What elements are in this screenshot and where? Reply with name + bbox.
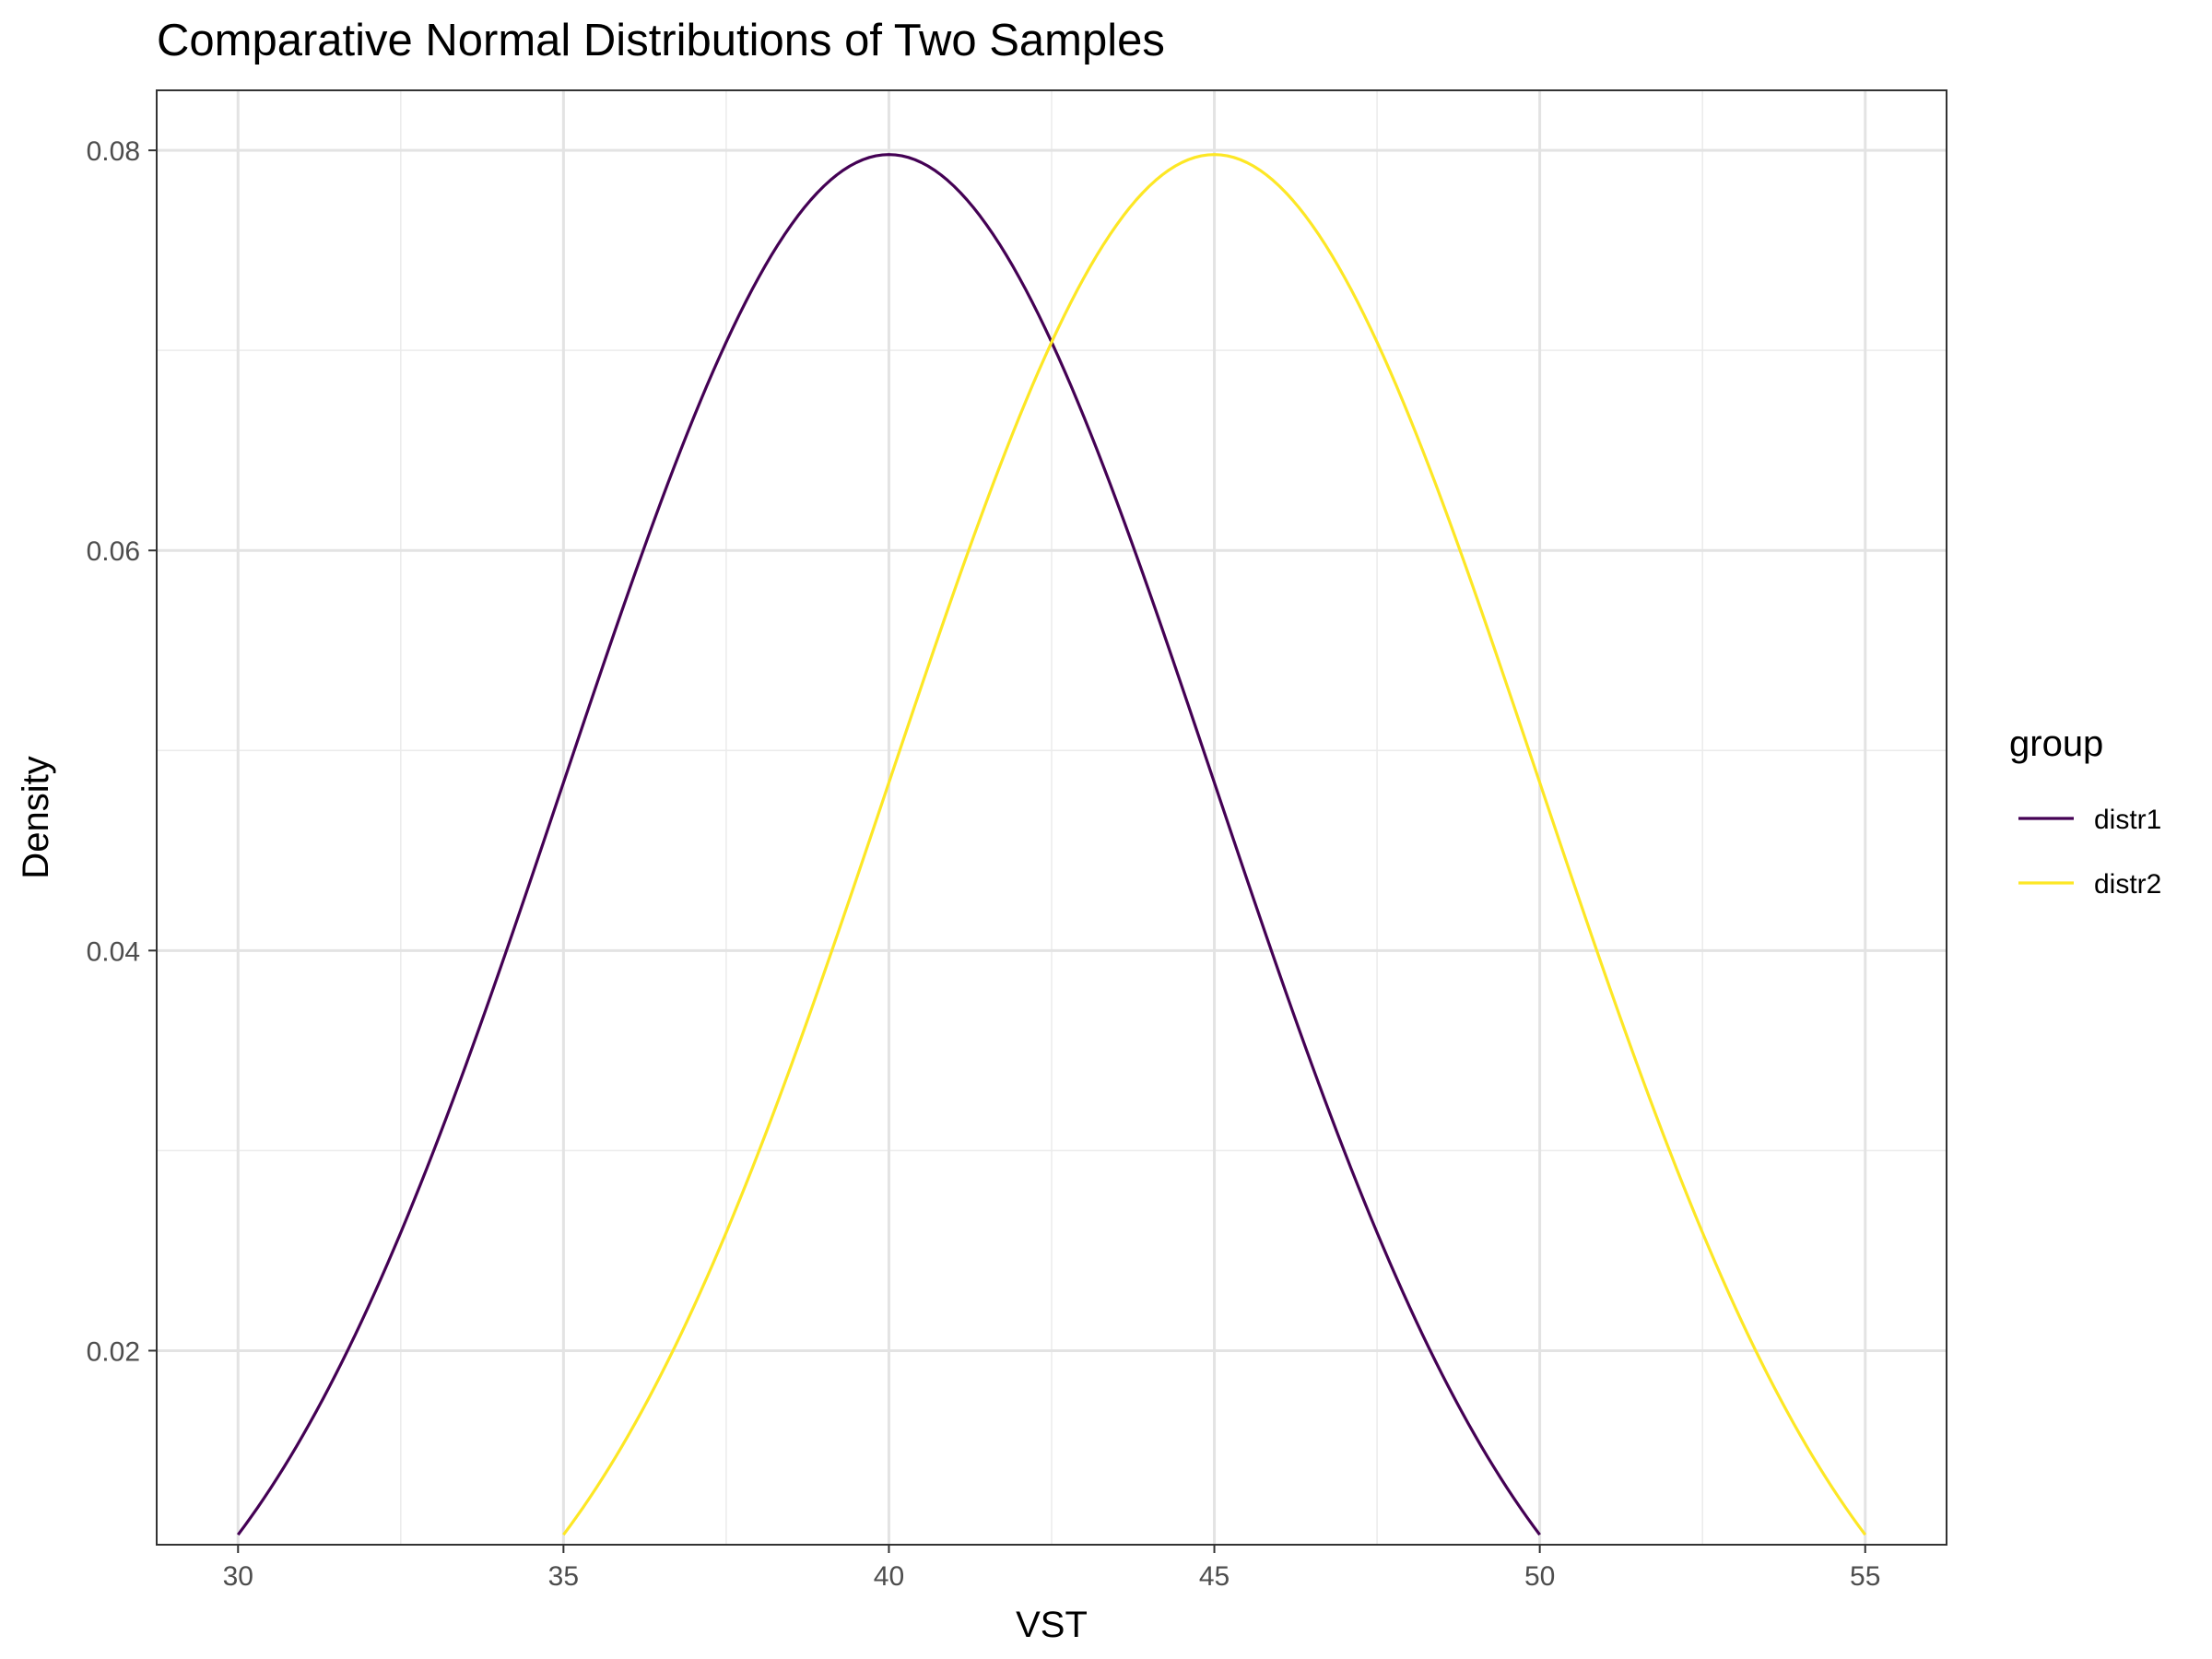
y-tick-label: 0.08 xyxy=(87,136,140,167)
plot-panel-border xyxy=(156,89,1947,1546)
x-tick-label: 40 xyxy=(874,1561,904,1592)
y-tick-label: 0.02 xyxy=(87,1336,140,1367)
series-line-distr1 xyxy=(236,153,1541,1536)
y-tick-label: 0.06 xyxy=(87,536,140,567)
x-tick-label: 55 xyxy=(1850,1561,1880,1592)
x-axis: 30 35 40 45 50 55 xyxy=(223,1545,1880,1592)
y-axis-title: Density xyxy=(16,756,56,878)
x-tick-label: 45 xyxy=(1199,1561,1230,1592)
chart-title: Comparative Normal Distributions of Two … xyxy=(157,16,1165,65)
x-tick-label: 50 xyxy=(1524,1561,1555,1592)
series-line-distr2 xyxy=(562,153,1867,1536)
x-tick-label: 35 xyxy=(548,1561,579,1592)
y-tick-label: 0.04 xyxy=(87,936,140,967)
legend-title: group xyxy=(2009,724,2103,764)
legend: group distr1 distr2 xyxy=(2009,724,2161,900)
series-lines xyxy=(236,153,1867,1536)
legend-label-distr1: distr1 xyxy=(2094,805,2161,835)
minor-gridlines xyxy=(157,90,1947,1545)
legend-label-distr2: distr2 xyxy=(2094,869,2161,900)
x-tick-label: 30 xyxy=(223,1561,253,1592)
x-axis-title: VST xyxy=(1016,1605,1088,1645)
major-gridlines xyxy=(157,90,1947,1545)
y-axis: 0.02 0.04 0.06 0.08 xyxy=(87,136,157,1367)
